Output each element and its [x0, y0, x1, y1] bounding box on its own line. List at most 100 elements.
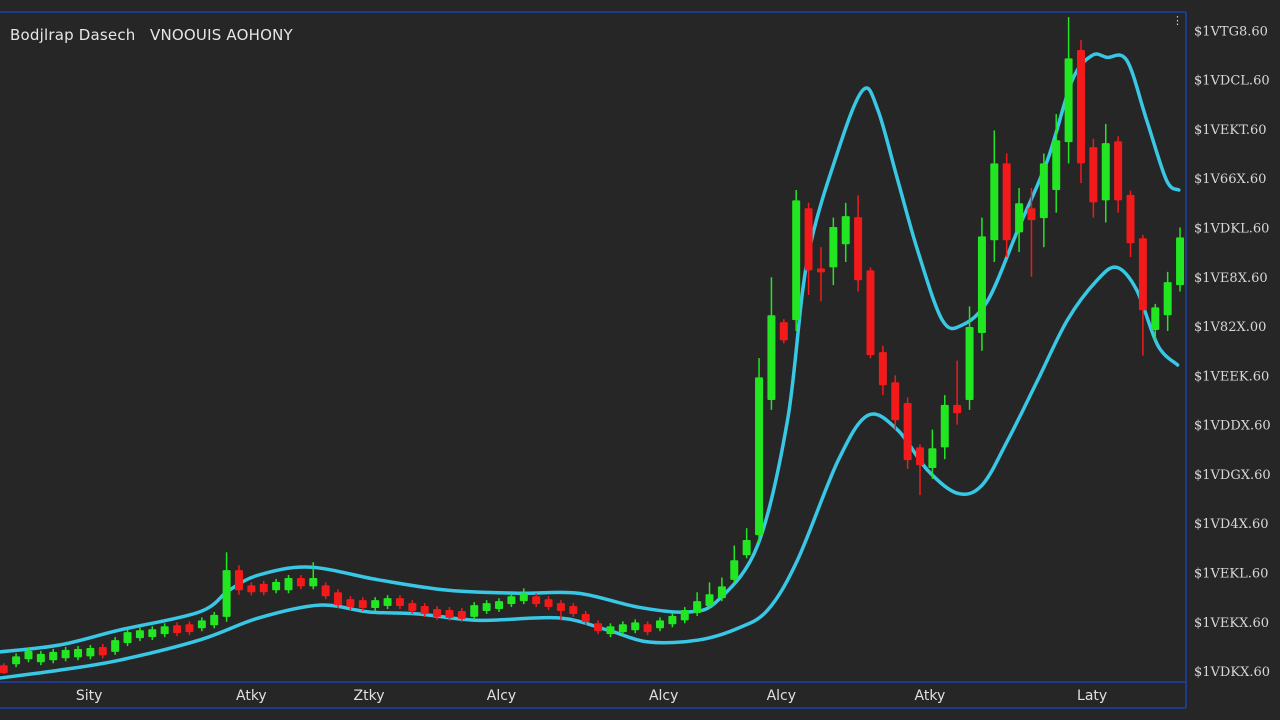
candle-body: [581, 613, 590, 622]
candle-body: [631, 622, 640, 631]
x-tick-label: Alcy: [649, 688, 678, 704]
candle-up: [755, 358, 764, 543]
candle-body: [284, 577, 293, 591]
candle-up: [284, 575, 293, 594]
candle-body: [1101, 143, 1110, 201]
candle-down: [457, 608, 466, 622]
candle-body: [197, 620, 206, 629]
candle-up: [36, 650, 45, 666]
candle-body: [371, 600, 380, 609]
candle-up: [135, 627, 144, 642]
candle-up: [495, 598, 504, 612]
candle-body: [408, 603, 417, 611]
candle-down: [594, 620, 603, 635]
candle-down: [420, 603, 429, 617]
candle-down: [247, 582, 256, 596]
candle-up: [928, 429, 937, 479]
candle-body: [891, 382, 900, 421]
candle-body: [816, 268, 825, 273]
x-tick-label: Alcy: [767, 688, 796, 704]
candle-down: [98, 644, 107, 659]
candle-up: [123, 629, 132, 646]
y-tick-label: $1VEKX.60: [1194, 616, 1269, 631]
candle-down: [445, 607, 454, 621]
y-tick-label: $1VEEK.60: [1194, 369, 1269, 384]
candle-body: [804, 208, 813, 271]
candle-body: [222, 570, 231, 617]
candle-down: [779, 319, 788, 344]
bollinger-bands: [0, 52, 1181, 680]
candle-up: [990, 130, 999, 262]
candle-body: [358, 600, 367, 609]
candle-up: [1039, 153, 1048, 248]
candle-body: [334, 592, 343, 606]
x-tick-label: Laty: [1077, 688, 1107, 704]
candle-body: [185, 624, 194, 633]
candle-up: [631, 619, 640, 634]
candle-up: [965, 306, 974, 410]
candle-body: [1138, 238, 1147, 311]
candle-down: [408, 600, 417, 614]
y-tick-label: $1VDKL.60: [1194, 221, 1269, 236]
candle-body: [854, 217, 863, 281]
candle-body: [755, 377, 764, 536]
candle-body: [173, 625, 182, 634]
candle-body: [383, 598, 392, 607]
candle-body: [1176, 237, 1185, 286]
candle-body: [0, 665, 8, 674]
candle-up: [767, 277, 776, 410]
candle-body: [1151, 307, 1160, 330]
candle-body: [792, 200, 801, 321]
candle-body: [1064, 58, 1073, 143]
y-tick-label: $1VD4X.60: [1194, 517, 1269, 532]
candle-down: [1076, 40, 1085, 184]
candle-down: [321, 582, 330, 600]
candle-up: [618, 621, 627, 636]
candle-up: [717, 577, 726, 602]
candle-body: [1027, 208, 1036, 221]
candle-body: [74, 648, 83, 658]
candle-up: [606, 623, 615, 638]
candle-up: [742, 528, 751, 559]
candle-body: [767, 315, 776, 400]
candle-down: [1089, 138, 1098, 218]
chart-subtitle: VNOOUIS AOHONY: [150, 26, 293, 44]
x-tick-label: Alcy: [487, 688, 516, 704]
candle-body: [1114, 141, 1123, 201]
candle-up: [74, 645, 83, 661]
candle-body: [717, 586, 726, 599]
candle-body: [903, 402, 912, 461]
candle-body: [210, 614, 219, 626]
candle-down: [185, 621, 194, 636]
candle-body: [482, 603, 491, 611]
candle-body: [643, 624, 652, 633]
candle-body: [111, 640, 120, 652]
candle-body: [940, 404, 949, 448]
candle-body: [445, 610, 454, 618]
candle-up: [197, 617, 206, 632]
candle-body: [1163, 282, 1172, 316]
candle-body: [49, 651, 58, 661]
candle-down: [581, 610, 590, 625]
candle-down: [891, 375, 900, 430]
candle-body: [618, 624, 627, 633]
candle-body: [148, 629, 157, 638]
y-tick-label: $1V82X.00: [1194, 320, 1266, 335]
y-tick-label: $1VDDX.60: [1194, 419, 1271, 434]
candle-body: [953, 404, 962, 414]
candle-up: [1163, 271, 1172, 331]
candle-up: [24, 647, 33, 663]
vertical-dots-icon[interactable]: ⋮: [1172, 14, 1183, 27]
y-tick-label: $1VEKT.60: [1194, 123, 1267, 138]
candle-up: [222, 552, 231, 622]
x-tick-label: Atky: [236, 688, 267, 704]
candle-body: [346, 599, 355, 608]
candle-body: [519, 593, 528, 602]
y-axis: $1VTG8.60 $1VDCL.60 $1VEKT.60 $1V66X.60 $1VD…: [1194, 24, 1271, 680]
candle-up: [1015, 188, 1024, 253]
candle-down: [1138, 234, 1147, 356]
candle-body: [433, 609, 442, 617]
chart-frame: [0, 11, 1187, 709]
y-tick-label: $1VEKL.60: [1194, 567, 1268, 582]
